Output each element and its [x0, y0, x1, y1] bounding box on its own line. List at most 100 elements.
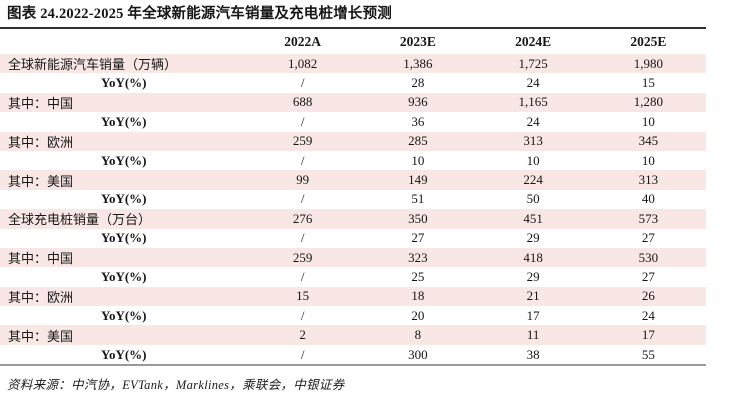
cell-value: 313 [523, 133, 543, 149]
cell-value: 26 [641, 288, 655, 304]
cell-value: 17 [641, 327, 655, 343]
cell-value: 11 [526, 327, 540, 343]
table-row: YoY(%) / 27 29 27 [0, 229, 706, 248]
cell-value: 1,725 [518, 55, 548, 71]
cell-value: 29 [526, 268, 540, 284]
cell-value: 24 [526, 113, 540, 129]
table-row: 其中：中国 688 936 1,165 1,280 [0, 92, 706, 113]
cell-value: 2 [299, 327, 306, 343]
row-label: 全球充电桩销量（万台） [8, 212, 152, 228]
cell-value: / [300, 152, 305, 168]
row-label: YoY(%) [101, 307, 147, 323]
table-row: YoY(%) / 10 10 10 [0, 151, 706, 170]
table-row: 其中：欧洲 259 285 313 345 [0, 131, 706, 151]
row-label: YoY(%) [101, 268, 147, 284]
cell-value: 29 [526, 230, 540, 246]
column-header-2024e: 2024E [515, 33, 552, 49]
cell-value: 276 [292, 210, 313, 226]
data-table: 2022A 2023E 2024E 2025E 全球新能源汽车销量（万辆） 1,0… [0, 29, 706, 364]
column-header-2022a: 2022A [284, 33, 321, 49]
cell-value: 27 [411, 230, 425, 246]
cell-value: 25 [411, 268, 425, 284]
cell-value: 18 [411, 288, 425, 304]
table-row: 其中：中国 259 323 418 530 [0, 247, 706, 268]
cell-value: 259 [292, 133, 313, 149]
row-label: YoY(%) [101, 75, 147, 91]
figure-title: 图表 24.2022-2025 年全球新能源汽车销量及充电桩增长预测 [7, 6, 393, 22]
cell-value: 24 [641, 307, 655, 323]
cell-value: 313 [638, 172, 659, 188]
row-label: 其中：美国 [8, 173, 74, 189]
cell-value: / [300, 191, 305, 207]
cell-value: 15 [641, 75, 655, 91]
row-label: YoY(%) [101, 346, 147, 362]
row-label: 其中：欧洲 [8, 289, 74, 305]
table-row: YoY(%) / 51 50 40 [0, 190, 706, 209]
cell-value: 17 [526, 307, 540, 323]
table-row: YoY(%) / 25 29 27 [0, 267, 706, 286]
cell-value: 50 [526, 191, 540, 207]
cell-value: 418 [523, 249, 543, 265]
table-row: YoY(%) / 28 24 15 [0, 73, 706, 92]
table-header-row: 2022A 2023E 2024E 2025E [0, 29, 706, 54]
table-row: 其中：美国 99 149 224 313 [0, 170, 706, 190]
cell-value: 27 [641, 230, 655, 246]
cell-value: 15 [296, 288, 310, 304]
column-header-2025e: 2025E [630, 33, 667, 49]
cell-value: 300 [408, 346, 428, 362]
table-row: YoY(%) / 300 38 55 [0, 345, 706, 364]
cell-value: 51 [411, 191, 425, 207]
cell-value: 1,165 [518, 94, 548, 110]
row-label: YoY(%) [101, 152, 147, 168]
cell-value: 36 [411, 113, 425, 129]
cell-value: / [300, 268, 305, 284]
cell-value: / [300, 75, 305, 91]
title-rule [0, 27, 706, 29]
cell-value: 688 [292, 94, 313, 110]
cell-value: 285 [408, 133, 428, 149]
cell-value: 20 [411, 307, 425, 323]
table-row: YoY(%) / 20 17 24 [0, 306, 706, 325]
row-label: YoY(%) [101, 191, 147, 207]
cell-value: 28 [411, 75, 425, 91]
cell-value: 10 [411, 152, 425, 168]
table-row: YoY(%) / 36 24 10 [0, 112, 706, 131]
cell-value: 573 [638, 210, 659, 226]
cell-value: 38 [526, 346, 540, 362]
cell-value: 1,082 [288, 55, 318, 71]
row-label: YoY(%) [101, 113, 147, 129]
cell-value: 259 [292, 249, 313, 265]
row-label: 其中：中国 [8, 95, 74, 111]
table-row: 其中：欧洲 15 18 21 26 [0, 286, 706, 307]
cell-value: 451 [523, 210, 543, 226]
row-label: 其中：欧洲 [8, 134, 74, 150]
table-row: 其中：美国 2 8 11 17 [0, 325, 706, 345]
cell-value: / [300, 113, 305, 129]
cell-value: 350 [408, 210, 428, 226]
source-note: 资料来源：中汽协，EVTank，Marklines，乘联会，中银证券 [7, 378, 345, 393]
cell-value: 21 [526, 288, 540, 304]
cell-value: 24 [526, 75, 540, 91]
cell-value: 224 [523, 172, 543, 188]
cell-value: 8 [414, 327, 422, 343]
cell-value: 99 [296, 172, 310, 188]
cell-value: 530 [638, 249, 659, 265]
footer-rule [0, 364, 706, 367]
column-header-2023e: 2023E [399, 33, 436, 49]
cell-value: 1,386 [403, 55, 433, 71]
cell-value: 27 [641, 268, 655, 284]
row-label: 其中：美国 [8, 328, 74, 344]
cell-value: 10 [641, 113, 655, 129]
cell-value: 55 [641, 346, 655, 362]
row-label: 其中：中国 [8, 251, 74, 267]
cell-value: / [300, 230, 305, 246]
table-body: 全球新能源汽车销量（万辆） 1,082 1,386 1,725 1,980 YoY(%) /… [0, 54, 706, 364]
cell-value: 1,280 [633, 94, 663, 110]
cell-value: 1,980 [633, 55, 663, 71]
cell-value: 10 [641, 152, 655, 168]
cell-value: 323 [408, 249, 428, 265]
cell-value: 10 [526, 152, 540, 168]
table-row: 全球充电桩销量（万台） 276 350 451 573 [0, 209, 706, 229]
cell-value: / [300, 346, 305, 362]
